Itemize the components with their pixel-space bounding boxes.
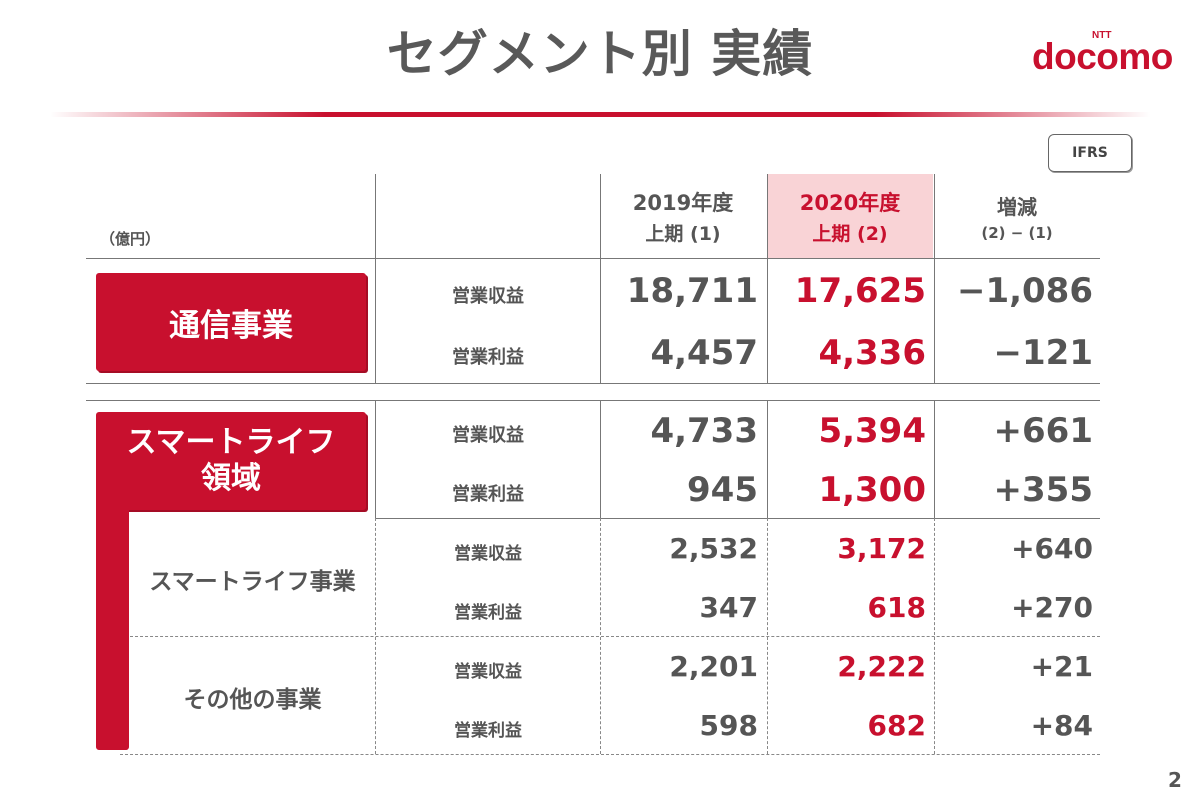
smartlife-business-profit-2019: 347: [699, 591, 758, 624]
column-divider: [375, 174, 376, 384]
telecom-bottom-rule: [86, 383, 1100, 384]
smartlife-business-revenue-label: 営業収益: [454, 544, 522, 564]
telecom-revenue-2019: 18,711: [626, 271, 758, 311]
smartlife-profit-label: 営業利益: [452, 484, 524, 505]
segment-smartlife-name-line2: 領域: [201, 461, 261, 496]
smartlife-top-rule: [86, 400, 1100, 401]
column-header-2020: 2020年度 上期 (2): [767, 174, 933, 258]
ifrs-badge: IFRS: [1048, 134, 1132, 172]
other-business-revenue-2020: 2,222: [837, 650, 926, 683]
column-divider: [375, 400, 376, 518]
table-top-rule: [86, 258, 1100, 259]
column-divider: [375, 518, 376, 754]
segment-telecom-name: 通信事業: [169, 307, 293, 344]
column-divider: [767, 400, 768, 518]
column-2020-line2: 上期 (2): [812, 222, 888, 245]
other-business-revenue-2019: 2,201: [669, 650, 758, 683]
logo-ntt-text: NTT: [1092, 30, 1112, 41]
page-title: セグメント別 実績: [386, 25, 814, 83]
column-divider: [600, 400, 601, 518]
telecom-profit-diff: −121: [993, 333, 1093, 373]
column-2020-line1: 2020年度: [799, 190, 901, 215]
smartlife-revenue-label: 営業収益: [452, 425, 524, 446]
telecom-profit-2019: 4,457: [650, 333, 758, 373]
other-business-profit-2019: 598: [699, 709, 758, 742]
column-divider: [934, 400, 935, 518]
other-business-profit-2020: 682: [867, 709, 926, 742]
title-underline: [50, 112, 1150, 117]
telecom-revenue-2020: 17,625: [794, 271, 926, 311]
smartlife-total-bottom-rule: [375, 518, 1100, 519]
column-2019-line1: 2019年度: [632, 190, 734, 215]
page-number: 2: [1168, 768, 1182, 792]
smartlife-business-revenue-2019: 2,532: [669, 532, 758, 565]
column-divider: [767, 518, 768, 754]
smartlife-business-profit-label: 営業利益: [454, 603, 522, 623]
telecom-profit-label: 営業利益: [452, 347, 524, 368]
column-divider: [600, 518, 601, 754]
sub-segment-divider: [130, 636, 1100, 637]
smartlife-business-profit-2020: 618: [867, 591, 926, 624]
column-divider: [934, 174, 935, 384]
segment-smartlife-name-line1: スマートライフ: [126, 425, 336, 460]
other-business-revenue-diff: +21: [1030, 650, 1093, 683]
column-divider: [600, 174, 601, 384]
smartlife-revenue-2019: 4,733: [650, 411, 758, 451]
segment-telecom-label: 通信事業: [96, 273, 366, 371]
column-diff-line2: (2) − (1): [981, 223, 1053, 242]
other-business-name: その他の事業: [183, 687, 322, 713]
logo-wordmark: docomo: [1032, 36, 1173, 77]
column-2019-line2: 上期 (1): [645, 222, 721, 245]
column-diff-line1: 増減: [997, 194, 1037, 219]
telecom-revenue-diff: −1,086: [956, 271, 1093, 311]
other-business-revenue-label: 営業収益: [454, 662, 522, 682]
smartlife-profit-diff: +355: [993, 470, 1093, 510]
other-business-profit-label: 営業利益: [454, 721, 522, 741]
smartlife-revenue-2020: 5,394: [818, 411, 926, 451]
smartlife-business-revenue-diff: +640: [1011, 532, 1093, 565]
smartlife-business-profit-diff: +270: [1011, 591, 1093, 624]
smartlife-business-revenue-2020: 3,172: [837, 532, 926, 565]
table-bottom-rule: [120, 754, 1100, 755]
smartlife-revenue-diff: +661: [993, 411, 1093, 451]
unit-label: （億円）: [100, 230, 161, 248]
column-header-2019: 2019年度 上期 (1): [600, 174, 766, 258]
smartlife-bracket: [96, 500, 129, 750]
docomo-logo: NTT docomo: [1032, 30, 1192, 80]
column-divider: [767, 174, 768, 384]
smartlife-profit-2020: 1,300: [818, 470, 926, 510]
column-header-diff: 増減 (2) − (1): [934, 174, 1100, 258]
telecom-revenue-label: 営業収益: [452, 286, 524, 307]
smartlife-profit-2019: 945: [687, 470, 758, 510]
other-business-profit-diff: +84: [1030, 709, 1093, 742]
column-divider: [934, 518, 935, 754]
segment-smartlife-label: スマートライフ 領域: [96, 412, 366, 510]
telecom-profit-2020: 4,336: [818, 333, 926, 373]
smartlife-business-name: スマートライフ事業: [149, 569, 356, 595]
